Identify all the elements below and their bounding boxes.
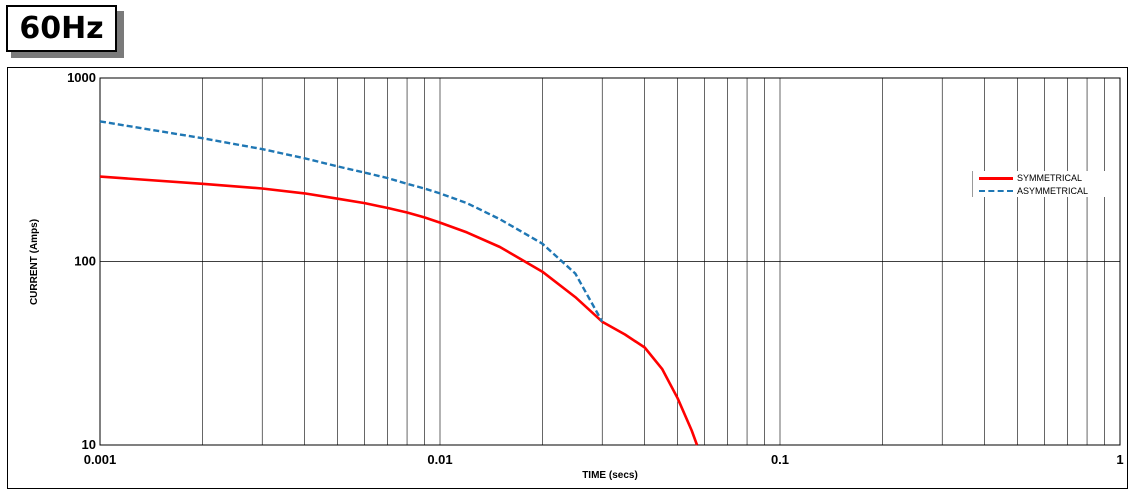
y-axis-title: CURRENT (Amps) (29, 219, 40, 305)
legend-label-symmetrical: SYMMETRICAL (1017, 173, 1083, 183)
tick-labels: 0.001 0.01 0.1 1 10 100 1000 (67, 70, 1124, 467)
series-line-asymmetrical (99, 120, 604, 323)
y-tick-label-1: 100 (74, 254, 96, 269)
legend-item-asymmetrical: ASYMMETRICAL (979, 185, 1088, 197)
legend-label-asymmetrical: ASYMMETRICAL (1017, 186, 1089, 196)
x-tick-label-3: 1 (1116, 452, 1123, 467)
series-line-symmetrical (99, 175, 699, 446)
frequency-badge-label: 60Hz (19, 11, 104, 46)
legend-item-symmetrical: SYMMETRICAL (979, 172, 1082, 184)
legend: SYMMETRICAL ASYMMETRICAL (972, 171, 1115, 197)
x-tick-label-0: 0.001 (84, 452, 117, 467)
y-tick-label-2: 1000 (67, 70, 96, 85)
x-tick-label-1: 0.01 (427, 452, 452, 467)
x-axis-title: TIME (secs) (582, 470, 638, 481)
x-tick-label-2: 0.1 (771, 452, 789, 467)
legend-swatch-asymmetrical (979, 190, 1013, 192)
legend-swatch-symmetrical (979, 176, 1013, 180)
y-tick-label-0: 10 (82, 437, 96, 452)
series-layer (99, 120, 699, 446)
frequency-badge: 60Hz (6, 5, 117, 52)
grid (99, 77, 1121, 446)
